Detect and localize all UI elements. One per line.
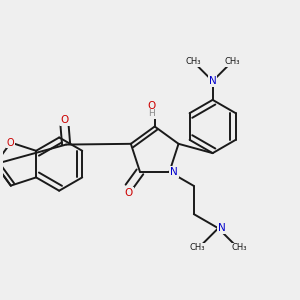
Text: CH₃: CH₃ — [185, 57, 201, 66]
Text: H: H — [148, 110, 155, 118]
Text: O: O — [7, 138, 15, 148]
Text: O: O — [147, 101, 156, 111]
Text: CH₃: CH₃ — [225, 57, 240, 66]
Text: O: O — [60, 115, 69, 125]
Text: N: N — [209, 76, 217, 86]
Text: CH₃: CH₃ — [189, 244, 205, 253]
Text: O: O — [125, 188, 133, 198]
Text: N: N — [218, 223, 226, 233]
Text: CH₃: CH₃ — [232, 244, 247, 253]
Text: N: N — [170, 167, 178, 177]
